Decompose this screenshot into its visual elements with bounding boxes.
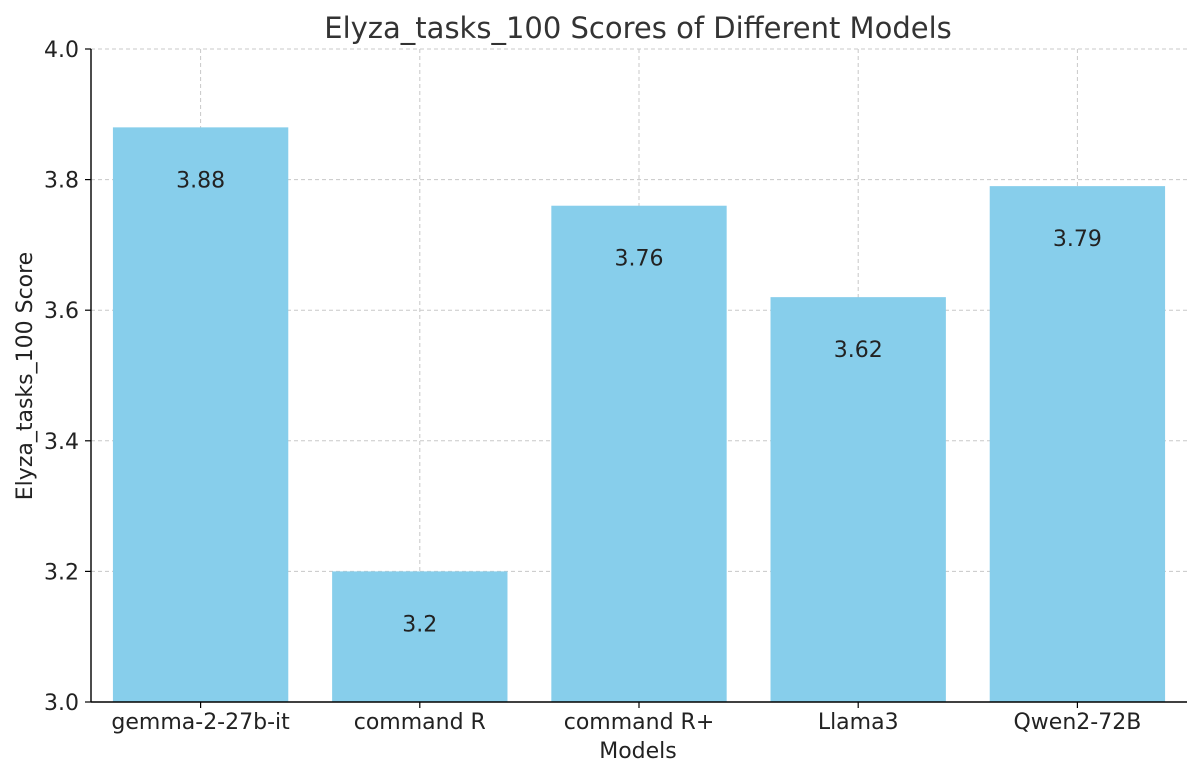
y-tick-label: 3.0	[44, 691, 79, 716]
tick-labels: 3.0 3.2 3.4 3.6 3.8 4.0 gemma-2-27b-it command …	[44, 38, 1141, 735]
bar-qwen2-72b	[989, 186, 1166, 702]
bars	[112, 127, 1166, 703]
data-label: 3.2	[402, 612, 437, 637]
bar-command-r-	[551, 205, 727, 702]
chart-title: Elyza_tasks_100 Scores of Different Mode…	[324, 11, 951, 45]
x-tick-label: command R	[354, 710, 486, 735]
bar-gemma-2-27b-it	[112, 127, 289, 703]
y-tick-label: 3.4	[44, 430, 79, 455]
data-label: 3.62	[834, 338, 883, 363]
data-label: 3.79	[1053, 227, 1102, 252]
x-axis-label: Models	[599, 739, 677, 764]
y-tick-label: 4.0	[44, 38, 79, 63]
x-tick-label: command R+	[564, 710, 715, 735]
y-tick-label: 3.6	[44, 299, 79, 324]
data-labels: 3.88 3.2 3.76 3.62 3.79	[176, 168, 1102, 637]
data-label: 3.88	[176, 168, 225, 193]
x-tick-label: gemma-2-27b-it	[111, 710, 290, 735]
bar-command-r	[332, 571, 508, 702]
y-axis-label: Elyza_tasks_100 Score	[13, 252, 38, 500]
bar-llama3	[770, 297, 946, 702]
x-tick-label: Qwen2-72B	[1013, 710, 1141, 735]
data-label: 3.76	[615, 247, 664, 272]
y-tick-label: 3.8	[44, 169, 79, 194]
x-tick-label: Llama3	[818, 710, 899, 735]
y-tick-label: 3.2	[44, 560, 79, 585]
